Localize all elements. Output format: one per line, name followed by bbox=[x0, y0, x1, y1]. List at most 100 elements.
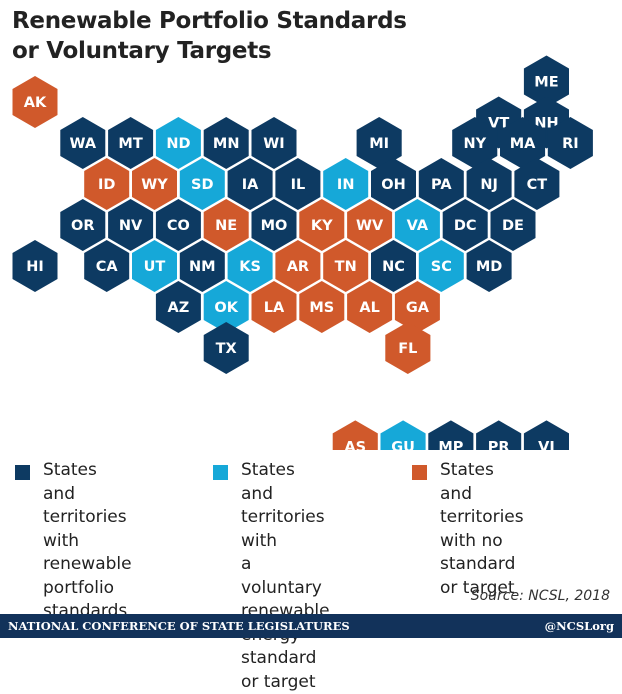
hex-md: MD bbox=[466, 240, 512, 292]
hex-label: MS bbox=[309, 300, 334, 316]
hex-tile bbox=[60, 199, 106, 251]
hex-nm: NM bbox=[179, 240, 225, 292]
hex-ar: AR bbox=[275, 240, 321, 292]
hex-me: ME bbox=[523, 55, 569, 108]
hex-tile bbox=[347, 281, 393, 333]
hex-tile bbox=[394, 281, 440, 333]
footer-handle[interactable]: @NCSLorg bbox=[544, 619, 614, 633]
hex-tile bbox=[418, 158, 464, 210]
hex-label: VA bbox=[407, 218, 429, 234]
hex-mo: MO bbox=[251, 199, 297, 251]
hex-in: IN bbox=[323, 158, 369, 210]
hex-de: DE bbox=[490, 199, 536, 251]
hex-tile bbox=[60, 117, 106, 169]
hex-label: AK bbox=[24, 95, 47, 111]
hex-label: NV bbox=[119, 218, 143, 234]
hex-mi: MI bbox=[356, 117, 402, 169]
hex-tile bbox=[84, 240, 130, 292]
hex-label: MD bbox=[476, 259, 502, 275]
hex-as: AS bbox=[332, 420, 378, 450]
hex-tile bbox=[132, 240, 177, 292]
hex-wv: WV bbox=[347, 199, 393, 251]
hex-label: AR bbox=[287, 259, 309, 275]
hex-label: VT bbox=[488, 116, 509, 132]
hex-label: NE bbox=[215, 218, 237, 234]
hex-label: MA bbox=[510, 136, 536, 152]
hex-tile bbox=[203, 322, 249, 374]
hex-mt: MT bbox=[108, 117, 154, 169]
hex-tile bbox=[380, 420, 426, 450]
hex-tile bbox=[132, 158, 177, 210]
hex-tile bbox=[299, 281, 345, 333]
hex-va: VA bbox=[394, 199, 440, 251]
hex-tile bbox=[12, 240, 58, 292]
hex-label: ID bbox=[98, 177, 115, 193]
hex-label: CO bbox=[167, 218, 190, 234]
hex-nv: NV bbox=[108, 199, 154, 251]
hex-pr: PR bbox=[476, 420, 522, 450]
hex-tile bbox=[108, 117, 154, 169]
hex-label: DC bbox=[454, 218, 477, 234]
hex-ms: MS bbox=[299, 281, 345, 333]
hex-il: IL bbox=[275, 158, 321, 210]
hex-label: SD bbox=[191, 177, 213, 193]
hex-label: NJ bbox=[480, 177, 498, 193]
hex-label: WI bbox=[263, 136, 284, 152]
hex-ri: RI bbox=[547, 117, 593, 169]
hex-label: WV bbox=[356, 218, 384, 234]
hex-tile bbox=[155, 117, 201, 169]
hex-tile bbox=[476, 420, 522, 450]
hex-tile bbox=[347, 199, 393, 251]
legend-swatch-none bbox=[412, 465, 427, 480]
hex-hi: HI bbox=[12, 240, 58, 292]
hex-ut: UT bbox=[132, 240, 177, 292]
hex-ks: KS bbox=[227, 240, 273, 292]
hex-tile bbox=[179, 240, 225, 292]
hex-label: WY bbox=[141, 177, 168, 193]
hex-tile bbox=[371, 158, 416, 210]
hex-tile bbox=[155, 199, 201, 251]
hex-label: TX bbox=[216, 341, 237, 357]
hex-nc: NC bbox=[371, 240, 416, 292]
hex-label: IL bbox=[291, 177, 306, 193]
legend-label-standard: States and territories with renewable po… bbox=[43, 460, 132, 621]
hex-tile bbox=[251, 199, 297, 251]
hex-label: MP bbox=[438, 439, 463, 450]
hex-sc: SC bbox=[418, 240, 464, 292]
hex-tile bbox=[356, 117, 402, 169]
hex-tile bbox=[203, 281, 249, 333]
hex-tile bbox=[452, 117, 498, 169]
hex-tile bbox=[84, 158, 130, 210]
hex-label: NM bbox=[189, 259, 216, 275]
hex-label: AZ bbox=[168, 300, 190, 316]
hex-label: RI bbox=[562, 136, 579, 152]
hex-label: OH bbox=[381, 177, 405, 193]
hex-label: IN bbox=[337, 177, 355, 193]
hex-id: ID bbox=[84, 158, 130, 210]
hex-label: FL bbox=[398, 341, 417, 357]
hex-sd: SD bbox=[179, 158, 225, 210]
hex-label: LA bbox=[264, 300, 285, 316]
hex-tile bbox=[523, 55, 569, 108]
hex-label: CT bbox=[527, 177, 548, 193]
hex-mp: MP bbox=[428, 420, 474, 450]
hex-nd: ND bbox=[155, 117, 201, 169]
hex-tile bbox=[323, 240, 369, 292]
hex-tile bbox=[523, 420, 569, 450]
legend-swatch-voluntary bbox=[213, 465, 228, 480]
hex-tx: TX bbox=[203, 322, 249, 374]
hex-label: VI bbox=[538, 439, 555, 450]
legend-swatch-standard bbox=[15, 465, 30, 480]
hex-az: AZ bbox=[155, 281, 201, 333]
hex-co: CO bbox=[155, 199, 201, 251]
legend-label-voluntary: States and territories with a voluntary … bbox=[241, 460, 330, 692]
hex-dc: DC bbox=[442, 199, 488, 251]
title-line-1: Renewable Portfolio Standards bbox=[12, 8, 407, 34]
hex-tile bbox=[227, 240, 273, 292]
hex-label: GA bbox=[406, 300, 430, 316]
hex-wa: WA bbox=[60, 117, 106, 169]
hex-ia: IA bbox=[227, 158, 273, 210]
hex-tile bbox=[490, 199, 536, 251]
hex-mn: MN bbox=[203, 117, 249, 169]
hex-label: MO bbox=[261, 218, 288, 234]
